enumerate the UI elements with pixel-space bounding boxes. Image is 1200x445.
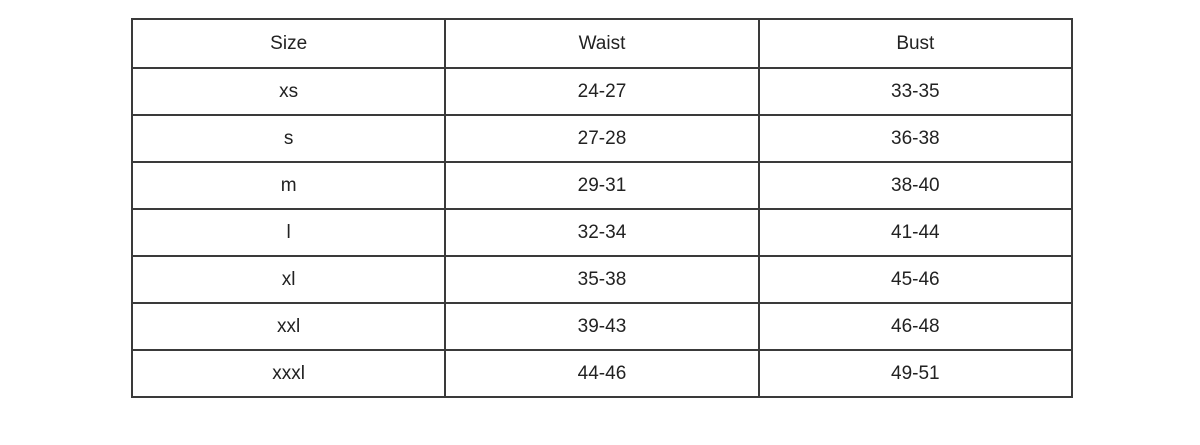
header-row: Size Waist Bust <box>130 18 1074 69</box>
table-row: m 29-31 38-40 <box>130 161 1074 210</box>
size-cell: l <box>130 208 447 257</box>
size-cell: xs <box>130 67 447 116</box>
waist-cell: 27-28 <box>444 114 760 163</box>
bust-cell: 49-51 <box>757 349 1074 398</box>
table-row: xxxl 44-46 49-51 <box>130 349 1074 398</box>
waist-cell: 44-46 <box>444 349 760 398</box>
bust-cell: 45-46 <box>757 255 1074 304</box>
table-row: l 32-34 41-44 <box>130 208 1074 257</box>
header-size: Size <box>130 18 447 69</box>
size-chart-table: Size Waist Bust xs 24-27 33-35 s 27-28 36-38 m… <box>130 18 1074 398</box>
header-bust: Bust <box>757 18 1074 69</box>
waist-cell: 32-34 <box>444 208 760 257</box>
size-cell: xxxl <box>130 349 447 398</box>
table-row: xs 24-27 33-35 <box>130 67 1074 116</box>
bust-cell: 38-40 <box>757 161 1074 210</box>
waist-cell: 29-31 <box>444 161 760 210</box>
bust-cell: 41-44 <box>757 208 1074 257</box>
bust-cell: 33-35 <box>757 67 1074 116</box>
waist-cell: 35-38 <box>444 255 760 304</box>
bust-cell: 36-38 <box>757 114 1074 163</box>
size-cell: m <box>130 161 447 210</box>
waist-cell: 39-43 <box>444 302 760 351</box>
waist-cell: 24-27 <box>444 67 760 116</box>
size-cell: xxl <box>130 302 447 351</box>
bust-cell: 46-48 <box>757 302 1074 351</box>
size-cell: s <box>130 114 447 163</box>
header-waist: Waist <box>444 18 760 69</box>
table-row: xxl 39-43 46-48 <box>130 302 1074 351</box>
table-row: s 27-28 36-38 <box>130 114 1074 163</box>
table-row: xl 35-38 45-46 <box>130 255 1074 304</box>
size-cell: xl <box>130 255 447 304</box>
